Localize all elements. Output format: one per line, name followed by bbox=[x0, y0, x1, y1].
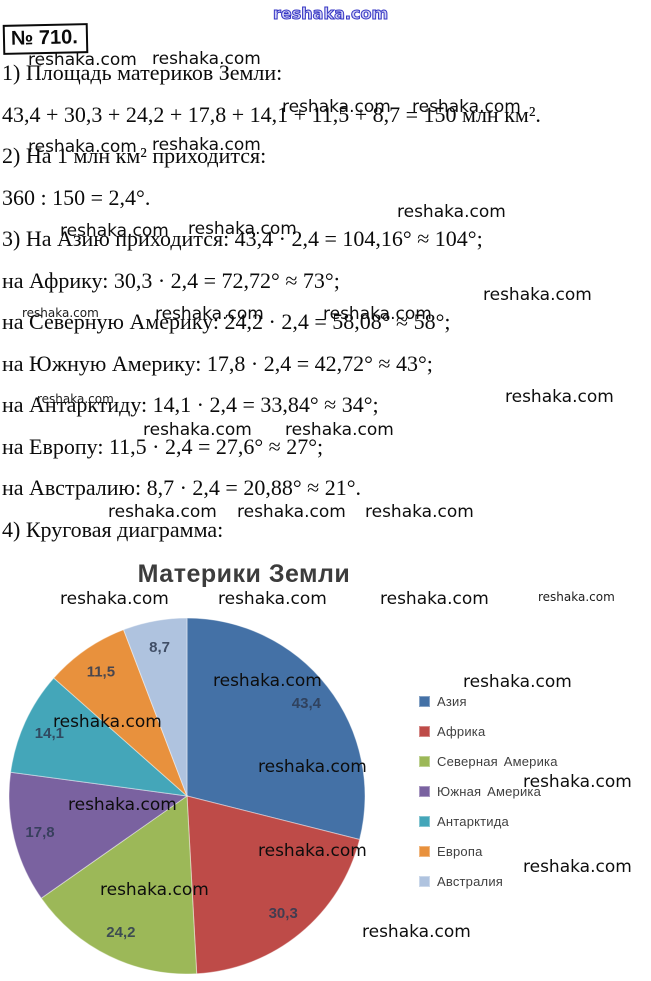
solution-line-8: на Южную Америку: 17,8 · 2,4 = 42,72° ≈ … bbox=[2, 350, 433, 376]
pie-slice-label-4: 17,8 bbox=[25, 824, 54, 841]
pie-slice-2 bbox=[186, 795, 361, 974]
legend-item-7: Австралия bbox=[419, 874, 558, 889]
solution-line-1: 1) Площадь материков Земли: bbox=[2, 60, 283, 85]
legend-color-swatch-icon bbox=[419, 846, 430, 857]
watermark: reshaka.com bbox=[272, 4, 389, 24]
legend-color-swatch-icon bbox=[419, 696, 430, 707]
legend-item-6: Европа bbox=[419, 844, 558, 859]
solution-line-4: 360 : 150 = 2,4°. bbox=[2, 184, 151, 210]
pie-slice-label-6: 11,5 bbox=[87, 664, 115, 681]
pie-slice-3 bbox=[40, 795, 198, 974]
legend-color-swatch-icon bbox=[419, 876, 430, 887]
legend-item-1: Азия bbox=[419, 694, 558, 709]
legend-label: Азия bbox=[437, 694, 467, 709]
legend-label: Южная Америка bbox=[437, 784, 542, 799]
problem-number-box: № 710. bbox=[2, 23, 89, 55]
legend-label: Антарктида bbox=[437, 814, 509, 829]
legend-color-swatch-icon bbox=[419, 816, 430, 827]
watermark: reshaka.com bbox=[538, 590, 615, 604]
legend-label: Европа bbox=[437, 844, 483, 859]
pie-slice-7 bbox=[122, 618, 188, 797]
watermark: reshaka.com bbox=[463, 672, 572, 692]
solution-line-5: 3) На Азию приходится: 43,4 · 2,4 = 104,… bbox=[2, 226, 483, 251]
legend-label: Австралия bbox=[437, 874, 504, 889]
legend-item-2: Африка bbox=[419, 724, 558, 739]
solution-line-7: на Северную Америку: 24,2 · 2,4 = 58,08°… bbox=[2, 309, 451, 334]
legend-color-swatch-icon bbox=[419, 786, 430, 797]
legend-color-swatch-icon bbox=[419, 726, 430, 737]
chart-title: Материки Земли bbox=[137, 560, 351, 588]
solution-line-10: на Европу: 11,5 · 2,4 = 27,6° ≈ 27°; bbox=[2, 433, 324, 459]
solution-line-9: на Антарктиду: 14,1 · 2,4 = 33,84° ≈ 34°… bbox=[2, 392, 379, 417]
legend-item-4: Южная Америка bbox=[419, 784, 558, 799]
watermark: reshaka.com bbox=[380, 589, 489, 609]
problem-number: № 710. bbox=[10, 26, 78, 50]
solution-line-6: на Африку: 30,3 · 2,4 = 72,72° ≈ 73°; bbox=[2, 267, 340, 293]
pie-slice-label-7: 8,7 bbox=[149, 639, 170, 656]
solution-line-12: 4) Круговая диаграмма: bbox=[2, 516, 224, 542]
pie-slice-label-3: 24,2 bbox=[106, 924, 135, 941]
watermark: reshaka.com bbox=[60, 589, 169, 609]
pie-slice-5 bbox=[10, 677, 189, 797]
legend-item-3: Северная Америка bbox=[419, 754, 558, 769]
legend-color-swatch-icon bbox=[419, 756, 430, 767]
pie-slice-1 bbox=[186, 618, 365, 841]
chart-legend: Азия Африка Северная Америка Южная Амери… bbox=[419, 694, 558, 905]
pie-slice-label-5: 14,1 bbox=[35, 725, 64, 742]
solution-line-11: на Австралию: 8,7 · 2,4 = 20,88° ≈ 21°. bbox=[2, 475, 361, 500]
pie-slice-label-2: 30,3 bbox=[269, 905, 298, 922]
pie-slice-6 bbox=[53, 629, 188, 797]
pie-slice-4 bbox=[9, 771, 189, 899]
pie-slice-label-1: 43,4 bbox=[292, 695, 322, 712]
legend-item-5: Антарктида bbox=[419, 814, 558, 829]
watermark: reshaka.com bbox=[218, 589, 327, 609]
solution-line-2: 43,4 + 30,3 + 24,2 + 17,8 + 14,1 + 11,5 … bbox=[2, 101, 541, 127]
legend-label: Северная Америка bbox=[437, 754, 558, 769]
solution-text: 1) Площадь материков Земли: 43,4 + 30,3 +… bbox=[2, 52, 651, 550]
legend-label: Африка bbox=[437, 724, 486, 739]
pie-chart: 43,4 30,3 24,2 17,8 14,1 11,5 8,7 bbox=[9, 618, 365, 974]
solution-line-3: 2) На 1 млн км² приходится: bbox=[2, 143, 267, 168]
watermark: reshaka.com bbox=[362, 922, 471, 942]
